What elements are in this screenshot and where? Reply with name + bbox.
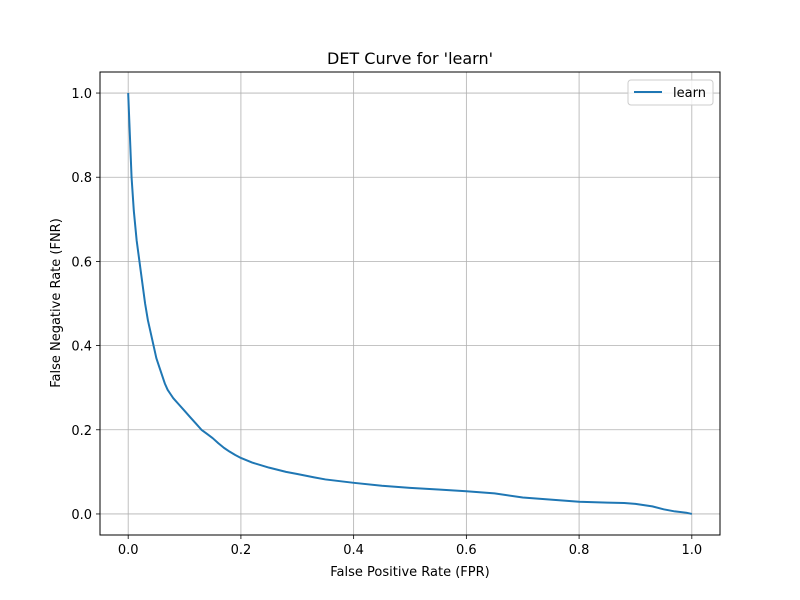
- ticks: 0.0 0.2 0.4 0.6 0.8 1.0 0.0 0.2 0.4 0.6 0.8 1.0: [71, 87, 702, 558]
- series-layer: [127, 93, 693, 515]
- grid: [100, 72, 720, 535]
- y-tick-label: 0.2: [71, 424, 92, 439]
- y-tick-label: 0.6: [71, 255, 92, 270]
- chart-title: DET Curve for 'learn': [327, 49, 493, 68]
- legend-box: [627, 79, 714, 106]
- y-tick-label: 0.0: [71, 508, 92, 523]
- y-tick-label: 0.8: [71, 171, 92, 186]
- x-tick-label: 0.6: [456, 543, 477, 558]
- x-tick-label: 0.2: [231, 543, 252, 558]
- y-tick-label: 1.0: [71, 87, 92, 102]
- legend-label: learn: [673, 86, 706, 101]
- legend: learn: [627, 79, 714, 106]
- series-line-learn: [127, 93, 693, 515]
- plot-area: [100, 72, 720, 535]
- x-tick-label: 0.8: [569, 543, 590, 558]
- x-axis-label: False Positive Rate (FPR): [330, 565, 489, 580]
- y-tick-label: 0.4: [71, 340, 92, 355]
- x-tick-label: 0.0: [118, 543, 139, 558]
- y-axis-label: False Negative Rate (FNR): [49, 218, 64, 388]
- x-tick-label: 0.4: [343, 543, 364, 558]
- plot-frame: [99, 71, 721, 536]
- x-tick-label: 1.0: [681, 543, 702, 558]
